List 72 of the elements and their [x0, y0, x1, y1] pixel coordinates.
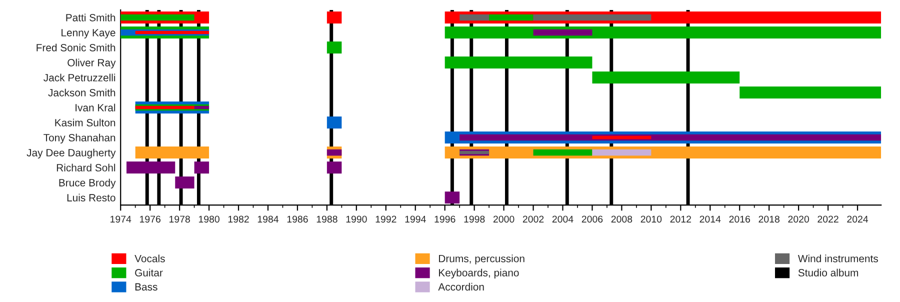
legend-label: Keyboards, piano	[439, 268, 519, 278]
bar	[592, 149, 652, 156]
bar	[126, 162, 176, 174]
y-tick-label: Lenny Kaye	[62, 29, 116, 38]
bar	[533, 14, 652, 21]
x-tick-label: 1976	[140, 216, 160, 223]
y-tick-label: Fred Sonic Smith	[36, 44, 116, 52]
bar	[175, 176, 194, 189]
bar	[740, 86, 882, 99]
x-tick-label: 1996	[434, 216, 456, 223]
bar	[460, 14, 490, 21]
legend-label: Bass	[135, 283, 158, 291]
legend-label: Wind instruments	[798, 254, 878, 262]
x-tick-label: 1986	[287, 216, 308, 223]
x-tick-label: 2024	[847, 216, 868, 223]
legend-label: Vocals	[134, 254, 165, 262]
bar	[326, 116, 342, 129]
x-tick-label: 1988	[316, 216, 338, 223]
x-tick-label: 2018	[758, 216, 780, 223]
x-tick-label: 2002	[522, 216, 544, 223]
y-tick-label: Patti Smith	[66, 14, 116, 22]
y-tick-label: Bruce Brody	[59, 178, 116, 188]
bar	[460, 134, 882, 141]
y-tick-label: Richard Sohl	[56, 164, 116, 172]
x-tick-label: 1978	[169, 216, 190, 223]
x-tick-label: 1974	[110, 216, 132, 223]
legend-label: Drums, percussion	[439, 254, 524, 264]
x-tick-label: 2010	[640, 216, 662, 223]
bar	[533, 149, 592, 156]
bar	[444, 192, 460, 204]
bar	[326, 149, 342, 156]
y-tick-label: Jackson Smith	[48, 88, 116, 96]
x-tick-label: 2008	[611, 216, 632, 223]
bar	[135, 30, 210, 34]
legend-label: Accordion	[438, 282, 484, 291]
y-tick-label: Luis Resto	[67, 194, 116, 202]
x-tick-label: 2020	[788, 216, 809, 223]
legend-label: Studio album	[798, 268, 858, 276]
y-tick-label: Tony Shanahan	[44, 134, 116, 144]
legend-label: Guitar	[135, 268, 163, 276]
y-tick-label: Oliver Ray	[68, 58, 116, 68]
y-tick-label: Kasim Sulton	[55, 118, 116, 126]
x-tick-label: 2014	[700, 216, 721, 223]
x-tick-label: 1982	[228, 216, 249, 223]
y-tick-label: Jack Petruzzelli	[44, 74, 116, 82]
bar	[194, 162, 210, 174]
bar	[444, 26, 882, 38]
x-tick-label: 1984	[258, 216, 279, 223]
bar	[592, 136, 652, 140]
bar	[120, 14, 194, 21]
bar	[592, 71, 740, 84]
y-tick-label: Jay Dee Daugherty	[26, 148, 116, 158]
bar	[135, 106, 194, 110]
x-tick-label: 2012	[670, 216, 691, 223]
x-tick-label: 1998	[464, 216, 485, 223]
x-tick-label: 1992	[376, 216, 396, 223]
bar	[326, 162, 342, 174]
x-tick-label: 2016	[729, 216, 750, 223]
bar	[533, 29, 592, 36]
bar	[444, 56, 592, 68]
y-tick-label: Ivan Kral	[76, 104, 116, 112]
x-tick-label: 2022	[818, 216, 838, 223]
x-tick-label: 2006	[582, 216, 603, 223]
bar	[135, 146, 210, 159]
x-tick-label: 2004	[552, 216, 574, 223]
bar	[326, 41, 342, 54]
bar	[489, 14, 534, 21]
x-tick-label: 1990	[346, 216, 367, 223]
x-tick-label: 2000	[493, 216, 514, 223]
x-tick-label: 1980	[198, 216, 220, 223]
x-tick-label: 1994	[405, 216, 426, 223]
bar	[326, 11, 342, 24]
